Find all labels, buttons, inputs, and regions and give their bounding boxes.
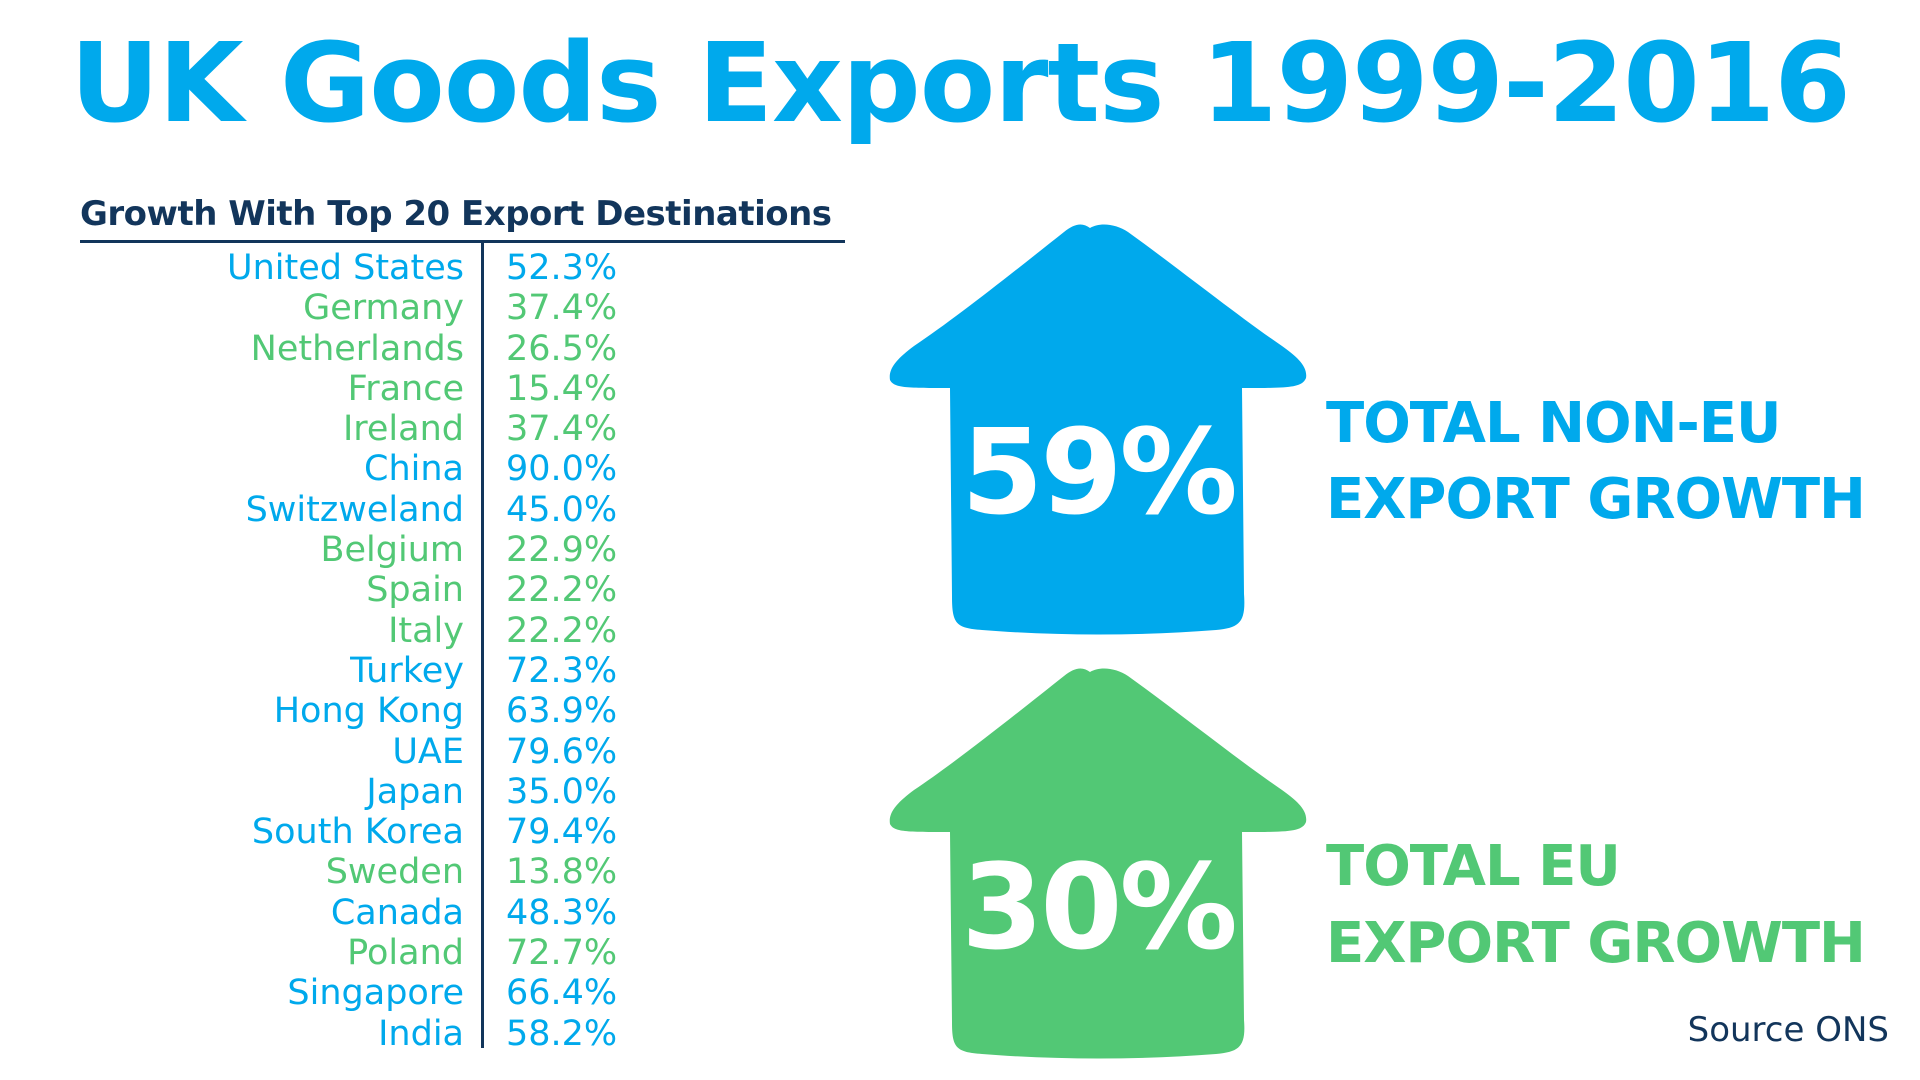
source-note: Source ONS [1687,1010,1889,1050]
eu-label-line1: TOTAL EU [1326,834,1621,899]
row-growth-value: 37.4% [506,409,618,450]
table-row: Switzweland 45.0% [0,490,700,530]
table-row: Germany 37.4% [0,288,700,328]
row-country: Sweden [325,852,464,893]
table-row: Turkey 72.3% [0,651,700,691]
row-country: Canada [330,892,464,933]
row-country: United States [226,248,464,288]
table-row: Singapore 66.4% [0,973,700,1013]
row-growth-value: 72.3% [506,650,618,691]
row-country: Spain [366,570,464,611]
eu-label-line2: EXPORT GROWTH [1326,911,1866,976]
row-growth-value: 90.0% [506,449,618,490]
row-country: France [347,368,464,409]
row-growth-value: 66.4% [506,973,618,1014]
table-column-divider [481,243,484,1048]
table-row: Netherlands 26.5% [0,329,700,369]
row-country: Germany [303,288,464,329]
page-title: UK Goods Exports 1999-2016 [70,19,1851,147]
row-country: Hong Kong [273,691,464,732]
destination-table: United States 52.3% Germany 37.4% Netherland… [0,248,700,1054]
row-growth-value: 48.3% [506,892,618,933]
table-row: Poland 72.7% [0,933,700,973]
row-country: South Korea [251,812,464,853]
non-eu-label-line2: EXPORT GROWTH [1326,467,1866,532]
row-country: Netherlands [250,328,464,369]
table-row: India 58.2% [0,1014,700,1054]
row-growth-value: 79.6% [506,731,618,772]
non-eu-arrow-icon: 59% [886,222,1310,640]
row-country: Ireland [342,409,464,450]
table-row: China 90.0% [0,449,700,489]
row-growth-value: 37.4% [506,288,618,329]
row-country: Turkey [350,650,464,691]
row-country: Switzweland [245,489,464,530]
row-country: Belgium [320,530,465,571]
row-growth-value: 72.7% [506,933,618,974]
eu-percent: 30% [961,838,1237,976]
row-country: Singapore [287,973,464,1014]
table-row: Spain 22.2% [0,570,700,610]
table-row: South Korea 79.4% [0,812,700,852]
non-eu-label-line1: TOTAL NON-EU [1326,391,1781,456]
table-heading: Growth With Top 20 Export Destinations [80,194,832,234]
table-row: Ireland 37.4% [0,409,700,449]
row-country: India [378,1013,464,1054]
eu-arrow-icon: 30% [886,666,1310,1062]
row-growth-value: 15.4% [506,368,618,409]
row-growth-value: 58.2% [506,1013,618,1054]
row-growth-value: 22.9% [506,530,618,571]
row-growth-value: 22.2% [506,610,618,651]
row-country: UAE [392,731,464,772]
table-row: Belgium 22.9% [0,530,700,570]
row-growth-value: 52.3% [506,248,618,288]
table-row: France 15.4% [0,369,700,409]
row-growth-value: 35.0% [506,771,618,812]
table-row: United States 52.3% [0,248,700,288]
non-eu-percent: 59% [961,403,1237,541]
table-row: Japan 35.0% [0,772,700,812]
row-growth-value: 26.5% [506,328,618,369]
row-growth-value: 45.0% [506,489,618,530]
row-growth-value: 79.4% [506,812,618,853]
table-row: UAE 79.6% [0,732,700,772]
row-growth-value: 63.9% [506,691,618,732]
row-growth-value: 13.8% [506,852,618,893]
row-country: Poland [347,933,464,974]
table-row: Italy 22.2% [0,611,700,651]
row-country: China [364,449,464,490]
row-country: Italy [388,610,464,651]
table-row: Hong Kong 63.9% [0,691,700,731]
row-growth-value: 22.2% [506,570,618,611]
table-row: Sweden 13.8% [0,852,700,892]
table-header-rule [80,240,845,243]
row-country: Japan [366,771,464,812]
table-row: Canada 48.3% [0,893,700,933]
